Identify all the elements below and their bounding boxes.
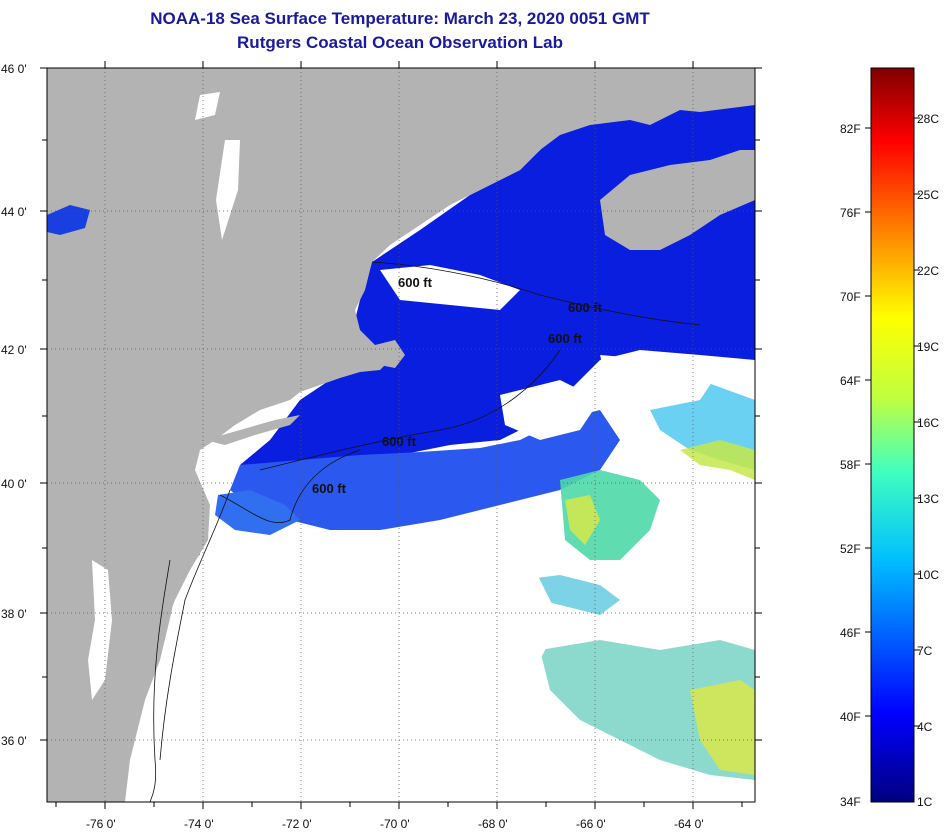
colorbar [870,67,915,803]
cbar-f-76: 76F [840,206,861,220]
cbar-c-25: 25C [917,188,939,202]
land-nova-scotia [600,150,755,250]
contour-line-3 [219,449,361,524]
land-long-island [205,415,300,445]
cbar-f-64: 64F [840,374,861,388]
map-subtitle: Rutgers Coastal Ocean Observation Lab [237,33,563,52]
sst-south-patches [540,640,755,780]
lat-label-36: 36 0' [1,734,27,748]
cbar-c-7: 7C [917,644,933,658]
cbar-f-34: 34F [840,795,861,809]
contour-line-1 [371,261,701,326]
lon-label-76: -76 0' [86,817,116,831]
contour-label-3: 600 ft [548,331,583,346]
cbar-c-1: 1C [917,795,933,809]
lon-label-72: -72 0' [282,817,312,831]
lon-label-68: -68 0' [478,817,508,831]
sst-shelf-water [230,410,620,530]
cloud-band-3 [600,355,720,410]
cloud-south [300,540,560,700]
lake-ontario [47,205,90,235]
lat-label-44: 44 0' [1,205,27,219]
cbar-f-46: 46F [840,626,861,640]
cloud-band-2 [500,380,600,440]
axis-ticks [40,61,762,809]
contour-line-2 [259,349,561,471]
cloud-band-1 [380,265,520,310]
lake-1 [195,92,220,120]
map-border [46,67,756,803]
cbar-c-22: 22C [917,264,939,278]
contour-label-1: 600 ft [398,275,433,290]
lake-2 [216,140,240,240]
lat-label-40: 40 0' [1,477,27,491]
cbar-f-82: 82F [840,122,861,136]
contour-label-2: 600 ft [568,300,603,315]
contour-label-4: 600 ft [382,434,417,449]
chesapeake-bay [88,560,112,700]
lon-label-66: -66 0' [576,817,606,831]
map-title: NOAA-18 Sea Surface Temperature: March 2… [150,9,650,28]
cbar-c-19: 19C [917,340,939,354]
land-delmarva [135,560,175,700]
lat-label-38: 38 0' [1,607,27,621]
cbar-c-13: 13C [917,492,939,506]
lat-label-42: 42 0' [1,343,27,357]
sst-warm-water-2 [565,495,600,545]
contour-label-5: 600 ft [312,481,347,496]
colorbar-ticks [865,117,920,727]
sst-south-warm [690,680,755,775]
cbar-f-70: 70F [840,290,861,304]
bathymetry-contours [149,261,701,803]
sst-warm-water-4 [680,440,755,480]
contour-line-5 [159,489,231,761]
sst-nj-coast-water [215,490,300,535]
lon-label-64: -64 0' [674,817,704,831]
lon-label-74: -74 0' [184,817,214,831]
cbar-c-10: 10C [917,568,939,582]
cbar-c-4: 4C [917,720,933,734]
lat-label-46: 46 0' [1,62,27,76]
land-mainland [47,68,755,802]
cbar-c-16: 16C [917,416,939,430]
lon-label-70: -70 0' [380,817,410,831]
cbar-f-40: 40F [840,710,861,724]
cbar-c-28: 28C [917,112,939,126]
cbar-f-58: 58F [840,458,861,472]
land-cape-cod [375,340,405,368]
contour-line-4 [149,559,171,803]
cbar-f-52: 52F [840,542,861,556]
